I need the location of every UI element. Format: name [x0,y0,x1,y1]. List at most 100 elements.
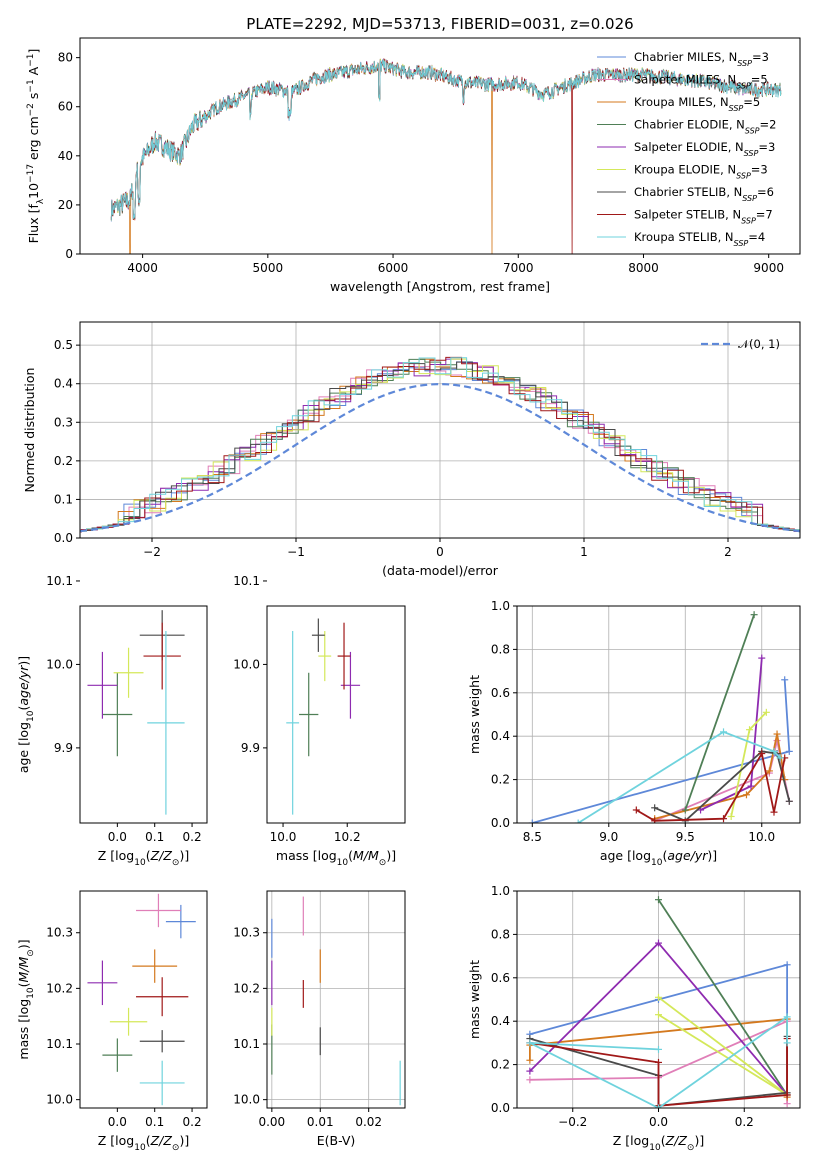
label-part: Z [log [98,848,134,863]
errorbar-kroupa-elodie [109,1007,148,1036]
series-line [657,899,788,1096]
label-part: wavelength [Angstrom, rest frame] [330,279,550,294]
errorbar-chabrier-elodie [102,672,133,757]
y-tick-label: 0.5 [54,338,73,352]
series-line [532,679,791,823]
y-tick-label: 10.0 [46,1093,73,1107]
y-tick-label: 0.4 [491,1014,510,1028]
errorbar-kroupa-miles [350,539,369,589]
y-tick-label: 1.0 [491,884,510,898]
y-tick-label: 0.1 [54,492,73,506]
series-line [684,614,755,811]
series-line [654,733,786,820]
y-axis-label: Flux [fλ10−17 erg cm−2 s−1 A−1] [26,49,46,244]
y-tick-label: 20 [58,198,73,212]
label-part: ( [348,848,353,863]
axes-frame [516,605,801,824]
y-tick-label: 0.6 [491,686,510,700]
legend-sub: SSP [744,149,759,158]
plot-area [110,58,782,254]
grid [267,891,405,1108]
axes-frame [79,890,208,1109]
legend-entry: Kroupa ELODIE, NSSP=3 [634,163,768,181]
y-axis-label: Normed distribution [22,368,37,493]
legend-tail: =5 [743,95,760,109]
x-tick-label: 5000 [253,261,284,275]
legend-text: Chabrier ELODIE, N [634,118,745,132]
series-kroupa-elodie [655,993,791,1099]
panel-6: 0.0 0.1 0.210.010.110.210.3Z [log10(Z/Z⊙)]… [16,890,208,1153]
y-tick-label: 10.0 [233,657,260,671]
y-tick-label: 10.1 [233,574,260,588]
spectrum-line-kroupa-stelib [110,59,782,221]
x-axis-label: wavelength [Angstrom, rest frame] [330,279,550,294]
plot-area [528,611,793,823]
plot-area [526,896,791,1108]
axes-frame [266,890,406,1109]
errorbar-kroupa-stelib [139,1060,185,1106]
y-tick-label: 80 [58,51,73,65]
y-tick-label: 10.3 [46,926,73,940]
label-part: ] [26,49,41,54]
series-kroupa-elodie [727,708,770,820]
x-tick-label: 0.02 [355,1115,382,1129]
panel-1: 4000 5000 6000 7000 8000 9000 0 20 40 60 80 wavelen… [26,37,801,294]
x-axis-label: Z [log10(Z/Z⊙)] [98,1133,189,1153]
x-tick-label: 10.0 [270,830,297,844]
y-tick-label: 0.2 [491,773,510,787]
y-axis-label: age [log10(age/yr)] [16,656,36,773]
label-part: M/M [16,956,31,982]
label-part: mass [log [276,848,337,863]
plot-area [271,896,401,1106]
y-tick-label: 10.1 [46,1037,73,1051]
label-part: −1 [26,54,36,67]
legend-tail: =6 [757,185,774,199]
x-tick-label: 7000 [503,261,534,275]
x-tick-label: 0.2 [183,1115,202,1129]
errorbar-salpeter-stelib [143,622,181,690]
errorbar-kroupa-stelib [147,631,185,815]
panel-3: 0.0 0.1 0.29.910.010.1Z [log10(Z/Z⊙)]age [… [16,574,208,868]
label-part: age [log [600,848,651,863]
legend-text: Salpeter MILES, N [634,73,736,87]
series-chabrier-elodie [681,611,758,814]
label-part: Flux [f [26,204,41,244]
plot-area [87,893,196,1106]
legend-text: Chabrier MILES, N [634,50,737,64]
label-part: ⊙ [687,1143,695,1153]
y-tick-label: 0 [65,247,73,261]
series-salpeter-stelib [632,750,789,823]
x-tick-label: 8000 [628,261,659,275]
x-tick-label: 8.5 [523,830,542,844]
label-part: A [26,66,41,79]
errorbar-salpeter-stelib [337,622,351,690]
series-line [635,751,786,822]
y-tick-label: 10.1 [46,574,73,588]
legend-text: Kroupa STELIB, N [634,230,734,244]
x-axis-label: (data-model)/error [382,563,499,578]
label-part: )] [707,848,717,863]
errorbar-salpeter-elodie [87,960,118,1006]
label-part: 10 [26,987,36,999]
legend-entry: Kroupa STELIB, NSSP=4 [634,230,765,248]
errorbar-kroupa-miles [132,949,178,983]
y-tick-label: 9.9 [241,741,260,755]
series-line [529,1015,788,1108]
x-tick-label: 0.01 [307,1115,334,1129]
y-tick-label: 1.0 [491,599,510,613]
legend-entry: Chabrier ELODIE, NSSP=2 [634,118,776,136]
y-tick-label: 0.0 [491,1101,510,1115]
label-part: 10 [134,1143,146,1153]
legend-sub: SSP [729,104,744,113]
label-part: 10 [651,858,663,868]
label-part: )] [179,1133,189,1148]
errorbar-kroupa-elodie [318,631,332,682]
legend-text: Chabrier STELIB, N [634,185,742,199]
y-tick-label: 10.0 [233,1093,260,1107]
x-tick-label: −0.2 [558,1115,587,1129]
label-part: s [26,93,41,104]
label-part: )] [386,848,396,863]
label-part: 10 [337,858,349,868]
y-tick-label: 10.2 [46,981,73,995]
